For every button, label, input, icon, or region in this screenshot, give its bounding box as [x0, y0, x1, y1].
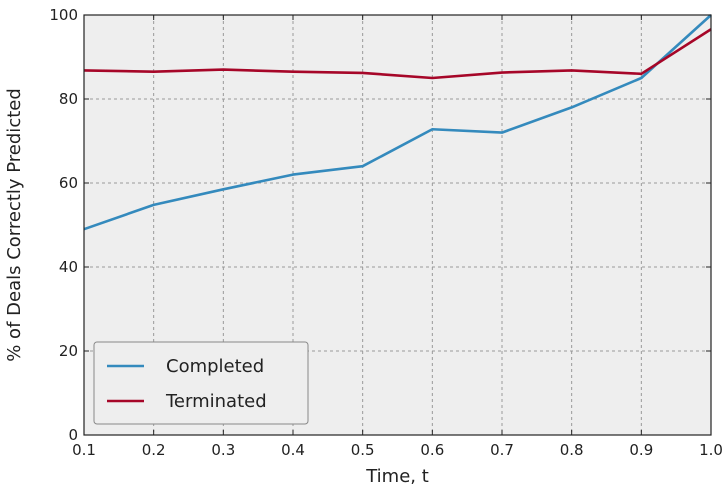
y-tick-label: 20: [59, 342, 78, 360]
legend: Completed Terminated: [93, 341, 309, 425]
x-axis-title: Time, t: [365, 466, 429, 487]
x-tick-label: 0.3: [211, 441, 235, 459]
x-tick-label: 0.2: [142, 441, 166, 459]
legend-label-completed: Completed: [166, 356, 264, 377]
y-axis-title: % of Deals Correctly Predicted: [4, 88, 25, 362]
x-tick-label: 1.0: [699, 441, 723, 459]
tick-labels: 0.1 0.2 0.3 0.4 0.5 0.6 0.7 0.8 0.9 1.0 0 20 40 60 80 1…: [49, 6, 723, 459]
legend-box: [93, 341, 309, 425]
y-tick-label: 60: [59, 174, 78, 192]
series-line-terminated: [83, 28, 712, 80]
x-tick-label: 0.9: [629, 441, 653, 459]
y-tick-label: 80: [59, 90, 78, 108]
x-tick-label: 0.1: [72, 441, 96, 459]
series-lines: [83, 14, 712, 231]
y-tick-label: 40: [59, 258, 78, 276]
y-tick-label: 0: [68, 426, 78, 444]
x-tick-label: 0.5: [351, 441, 375, 459]
x-tick-label: 0.8: [560, 441, 584, 459]
x-tick-label: 0.7: [490, 441, 514, 459]
plot-frame: [83, 14, 712, 436]
y-tick-label: 100: [49, 6, 78, 24]
axis-ticks: [83, 14, 712, 436]
x-tick-label: 0.4: [281, 441, 305, 459]
series-line-completed: [83, 14, 712, 231]
x-tick-label: 0.6: [420, 441, 444, 459]
legend-label-terminated: Terminated: [165, 391, 267, 412]
